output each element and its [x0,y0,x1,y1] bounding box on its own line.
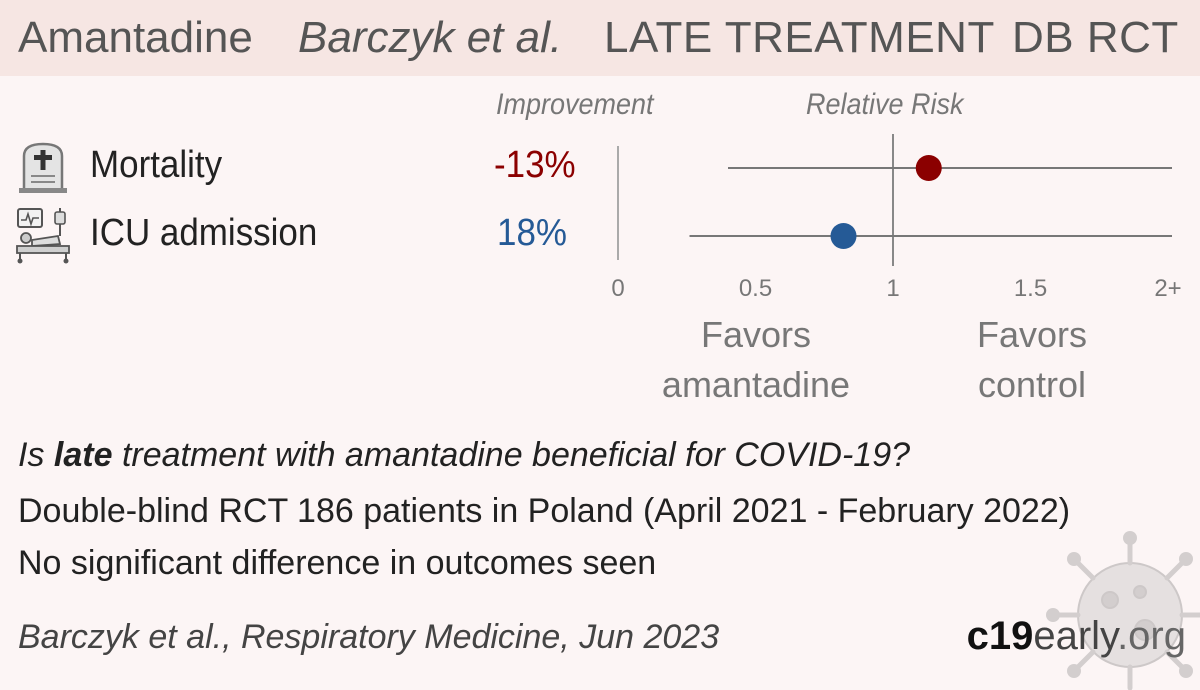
improvement-icu: 18% [497,212,567,254]
improvement-heading: Improvement [496,88,654,121]
relative-risk-heading: Relative Risk [806,88,964,121]
drug-title: Amantadine [18,13,253,62]
favors-control-label: Favors control [976,314,1088,405]
study-description: Double-blind RCT 186 patients in Poland … [18,492,1071,530]
citation: Barczyk et al., Respiratory Medicine, Ju… [18,618,720,656]
favors-treatment-label: Favors amantadine [661,314,851,405]
study-conclusion: No significant difference in outcomes se… [18,544,657,582]
improvement-mortality: -13% [494,144,576,186]
forest-plot: 0 0.5 1 1.5 2+ [611,134,1182,302]
x-tick-label: 0 [611,275,624,302]
x-tick-label: 2+ [1154,275,1181,302]
x-tick-label: 1.5 [1014,275,1047,302]
x-tick-label: 0.5 [739,275,772,302]
study-design: DB RCT [1012,13,1179,62]
outcome-label-mortality: Mortality [90,144,223,186]
point-estimate-0 [915,155,942,181]
tombstone-icon [19,142,67,193]
study-question: Is late treatment with amantadine benefi… [18,436,911,474]
virus-icon [1046,531,1200,690]
x-tick-label: 1 [886,275,899,302]
point-estimate-1 [830,223,857,249]
header-banner: Amantadine Barczyk et al. LATE TREATMENT… [0,0,1200,76]
outcome-label-icu: ICU admission [90,212,318,254]
study-authors: Barczyk et al. [298,13,563,62]
treatment-stage: LATE TREATMENT [604,13,995,62]
hospital-bed-icon [16,208,70,264]
site-logo[interactable]: c19early.org [966,614,1186,658]
